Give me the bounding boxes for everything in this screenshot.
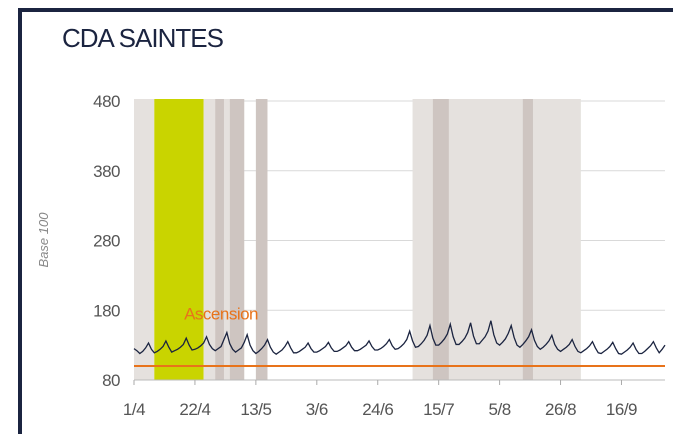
x-tick-label: 26/8 — [545, 400, 576, 419]
holiday-band — [134, 99, 155, 380]
y-tick-label: 380 — [93, 162, 120, 181]
holiday-band — [522, 99, 533, 380]
holiday-band — [154, 99, 204, 380]
y-tick-label: 180 — [93, 301, 120, 320]
x-tick-label: 16/9 — [606, 400, 637, 419]
holiday-band — [215, 99, 224, 380]
y-tick-label: 280 — [93, 232, 120, 251]
y-tick-label: 480 — [93, 92, 120, 111]
x-tick-label: 22/4 — [179, 400, 210, 419]
data-line — [133, 320, 666, 355]
y-axis-label: Base 100 — [36, 212, 51, 268]
chart-title: CDA SAINTES — [62, 23, 224, 53]
y-tick-label: 80 — [102, 371, 120, 390]
x-tick-label: 24/6 — [362, 400, 393, 419]
holiday-band — [432, 99, 449, 380]
frame-left — [18, 8, 22, 434]
x-tick-label: 15/7 — [423, 400, 454, 419]
frame-top — [18, 8, 673, 12]
x-tick-label: 1/4 — [123, 400, 145, 419]
holiday-band — [255, 99, 268, 380]
x-tick-label: 3/6 — [306, 400, 328, 419]
annotation: Ascension — [184, 305, 258, 324]
x-tick-label: 5/8 — [489, 400, 511, 419]
x-tick-label: 13/5 — [240, 400, 271, 419]
holiday-band — [229, 99, 245, 380]
